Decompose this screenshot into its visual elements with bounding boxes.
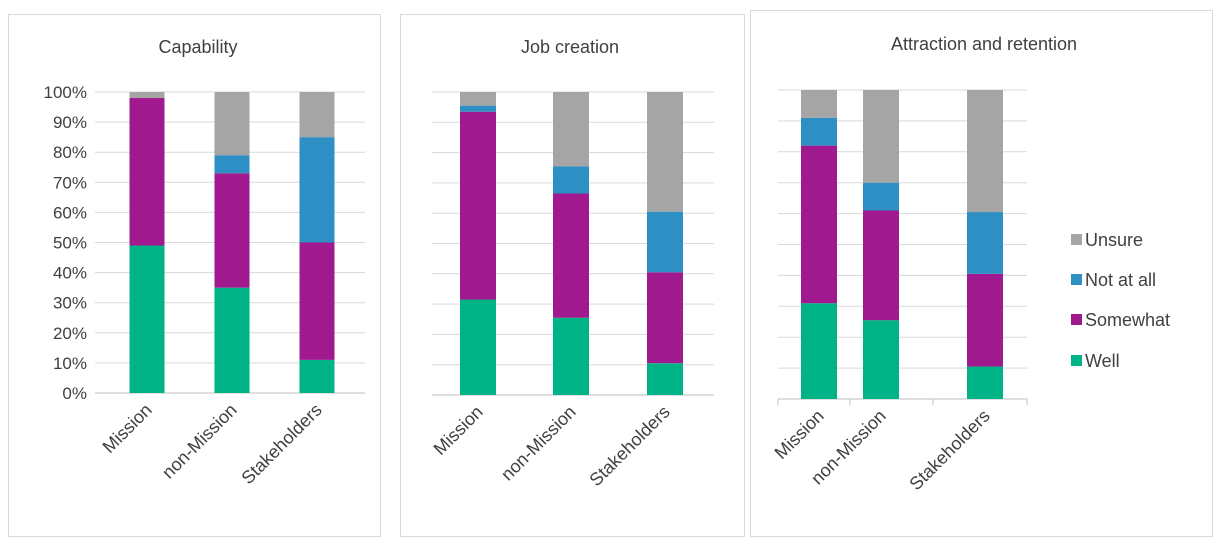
x-category-label: non-Mission [497,402,580,485]
y-tick-label: 20% [53,324,87,343]
y-tick-label: 80% [53,143,87,162]
legend-label-well: Well [1085,351,1120,371]
x-category-label: Mission [771,406,828,463]
x-category-label: Stakeholders [585,402,673,490]
bar-segment [129,98,165,246]
chart-title: Capability [158,37,237,57]
bar-segment [801,145,837,304]
bar-segment [801,303,837,399]
bar-segment [299,137,335,243]
bar-segment [214,155,250,174]
bar-segment [967,90,1003,213]
y-tick-label: 50% [53,234,87,253]
bar-segment [801,117,837,146]
bar-segment [863,320,899,399]
bar-segment [299,92,335,138]
y-tick-label: 70% [53,173,87,192]
bar-segment [553,317,589,395]
bar-segment [299,242,335,360]
y-tick-label: 30% [53,294,87,313]
bar-segment [967,212,1003,274]
bar-segment [647,363,683,395]
bar-segment [553,166,589,194]
bar-segment [553,193,589,318]
bar-segment [214,92,250,156]
legend-label-unsure: Unsure [1085,230,1143,250]
bar-segment [647,211,683,273]
legend-swatch-not_at_all [1071,274,1082,285]
x-category-label: non-Mission [158,400,241,483]
bar-segment [967,273,1003,367]
chart-title: Attraction and retention [891,34,1077,54]
y-tick-label: 60% [53,203,87,222]
chart-2: Attraction and retentionMissionnon-Missi… [771,34,1078,494]
bar-segment [553,92,589,167]
legend-swatch-unsure [1071,234,1082,245]
x-category-label: Stakeholders [237,400,325,488]
x-category-label: Mission [430,402,487,459]
bar-segment [647,272,683,364]
bar-segment [863,90,899,183]
y-tick-label: 10% [53,354,87,373]
y-tick-label: 40% [53,264,87,283]
bar-segment [299,359,335,393]
chart-0: Capability 0% 10% 20% 30% 40% 50% 60% 70% 80% 90% 1… [44,37,365,488]
bar-segment [647,92,683,212]
y-tick-label: 100% [44,83,87,102]
bar-segment [129,245,165,393]
bar-segment [801,90,837,118]
bar-segment [460,299,496,395]
bar-segment [214,173,250,288]
bar-segment [460,105,496,112]
bar-segment [460,111,496,300]
x-category-label: Mission [99,400,156,457]
bar-segment [460,92,496,106]
bar-segment [129,92,165,99]
y-tick-label: 0% [62,384,87,403]
chart-1: Job creation Mission non-Mission Stakeholde… [430,37,714,490]
y-tick-label: 90% [53,113,87,132]
legend-swatch-well [1071,355,1082,366]
bar-segment [863,182,899,211]
bar-segment [863,210,899,321]
bar-segment [214,287,250,393]
x-category-label: Stakeholders [905,406,993,494]
legend-label-somewhat: Somewhat [1085,310,1170,330]
legend-swatch-somewhat [1071,314,1082,325]
bar-segment [967,366,1003,399]
chart-title: Job creation [521,37,619,57]
legend-label-not_at_all: Not at all [1085,270,1156,290]
